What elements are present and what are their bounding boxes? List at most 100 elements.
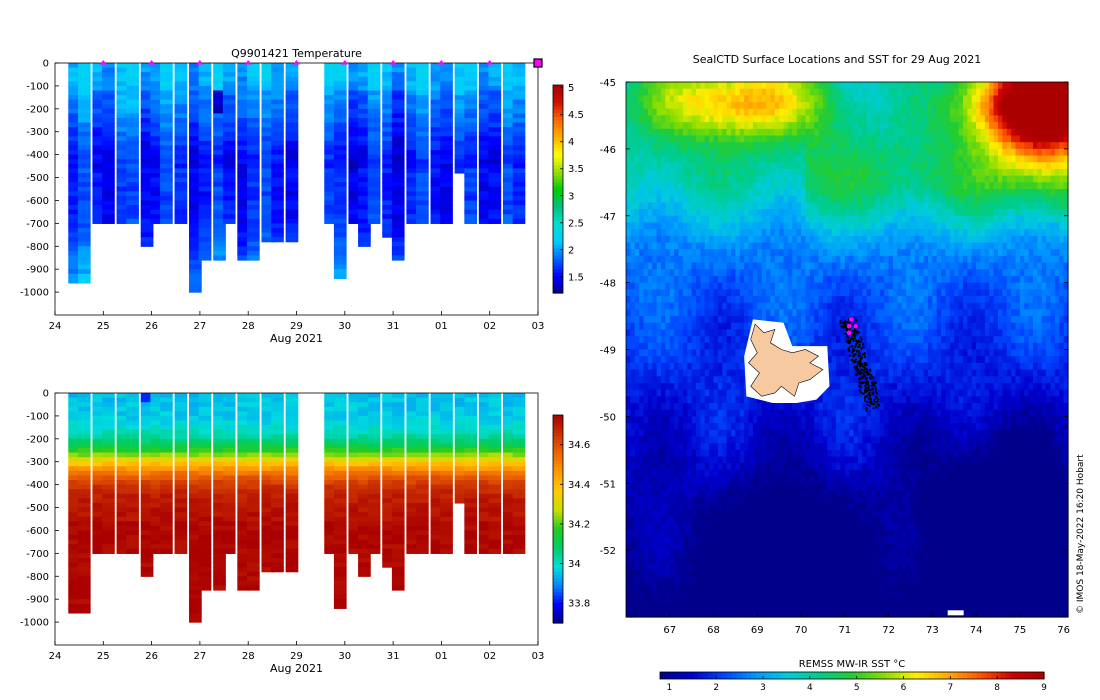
sst-cell — [661, 202, 666, 209]
sst-cell — [648, 530, 653, 537]
sst-cell — [679, 169, 684, 176]
sst-cell — [626, 82, 631, 89]
temp-cell — [126, 182, 139, 187]
sst-cell — [665, 510, 670, 517]
sst-cell — [635, 523, 640, 530]
temp-colorbar-swatch — [553, 231, 563, 235]
sal-cell — [78, 517, 91, 522]
sst-cell — [692, 363, 697, 370]
sal-cell — [271, 393, 284, 398]
temp-cell — [223, 178, 236, 183]
sst-cell — [705, 289, 710, 296]
sst-cell — [679, 370, 684, 377]
sst-cell — [714, 156, 719, 163]
sst-cell — [674, 470, 679, 477]
sst-cell — [687, 162, 692, 169]
temp-y-tick-label: -500 — [26, 173, 49, 184]
sst-cell — [661, 503, 666, 510]
sst-cell — [679, 115, 684, 122]
temp-cell — [78, 219, 91, 224]
sal-cell — [199, 558, 212, 563]
sst-cell — [722, 443, 727, 450]
sal-cell — [440, 485, 453, 490]
sst-cell — [731, 182, 736, 189]
temp-cell — [416, 196, 429, 201]
sst-cell — [709, 403, 714, 410]
sal-cell — [199, 393, 212, 398]
temp-cell — [223, 95, 236, 100]
temp-cell — [334, 77, 347, 82]
sst-cell — [722, 229, 727, 236]
sst-cell — [709, 156, 714, 163]
temp-cell — [286, 187, 299, 192]
sst-cell — [635, 376, 640, 383]
temp-cell — [271, 145, 284, 150]
temp-cell — [223, 141, 236, 146]
temp-cell — [334, 214, 347, 219]
sst-cell — [665, 503, 670, 510]
sst-cell — [714, 182, 719, 189]
sst-cell — [731, 276, 736, 283]
sst-cell — [683, 550, 688, 557]
sst-cell — [700, 249, 705, 256]
sst-cell — [657, 550, 662, 557]
temp-cell — [247, 228, 260, 233]
sst-cell — [718, 584, 723, 591]
sst-cell — [657, 89, 662, 96]
sst-cell — [639, 169, 644, 176]
sst-cell — [687, 376, 692, 383]
sst-cell — [700, 423, 705, 430]
sal-colorbar-swatch — [553, 491, 563, 495]
temp-cell — [513, 95, 526, 100]
sst-cell — [727, 403, 732, 410]
sst-cell — [709, 510, 714, 517]
sal-cell — [247, 503, 260, 508]
sst-cell — [657, 490, 662, 497]
sst-cell — [683, 530, 688, 537]
sst-cell — [709, 343, 714, 350]
temp-cell — [160, 155, 173, 160]
sst-cell — [644, 564, 649, 571]
sal-cell — [392, 567, 405, 572]
temp-cell — [334, 95, 347, 100]
temp-cell — [368, 159, 381, 164]
sst-cell — [670, 156, 675, 163]
sst-cell — [718, 376, 723, 383]
sst-cell — [705, 336, 710, 343]
temp-cell — [513, 113, 526, 118]
temp-cell — [416, 173, 429, 178]
sst-cell — [661, 283, 666, 290]
profile-marker — [196, 60, 203, 65]
temp-cell — [199, 214, 212, 219]
sst-cell — [727, 597, 732, 604]
temp-cell — [271, 63, 284, 68]
sst-cell — [709, 443, 714, 450]
sst-cell — [718, 370, 723, 377]
sst-cell — [683, 390, 688, 397]
sst-cell — [687, 256, 692, 263]
sst-cell — [714, 363, 719, 370]
sal-colorbar-swatch — [553, 574, 563, 578]
sst-cell — [692, 537, 697, 544]
sst-cell — [683, 162, 688, 169]
sal-cell — [334, 599, 347, 604]
temp-cell — [271, 164, 284, 169]
temp-cell — [488, 178, 501, 183]
sst-cell — [644, 283, 649, 290]
sst-cell — [705, 443, 710, 450]
sal-cell — [392, 498, 405, 503]
sal-cell — [416, 544, 429, 549]
sst-cell — [648, 303, 653, 310]
sst-cell — [674, 430, 679, 437]
temp-x-tick-label: 24 — [49, 321, 62, 332]
sst-cell — [731, 269, 736, 276]
sst-cell — [661, 523, 666, 530]
sal-cell — [286, 425, 299, 430]
sal-cell — [464, 549, 477, 554]
sst-cell — [692, 370, 697, 377]
temp-cell — [102, 132, 115, 137]
temp-cell — [126, 104, 139, 109]
sst-cell — [630, 376, 635, 383]
sst-cell — [679, 356, 684, 363]
sst-cell — [665, 136, 670, 143]
